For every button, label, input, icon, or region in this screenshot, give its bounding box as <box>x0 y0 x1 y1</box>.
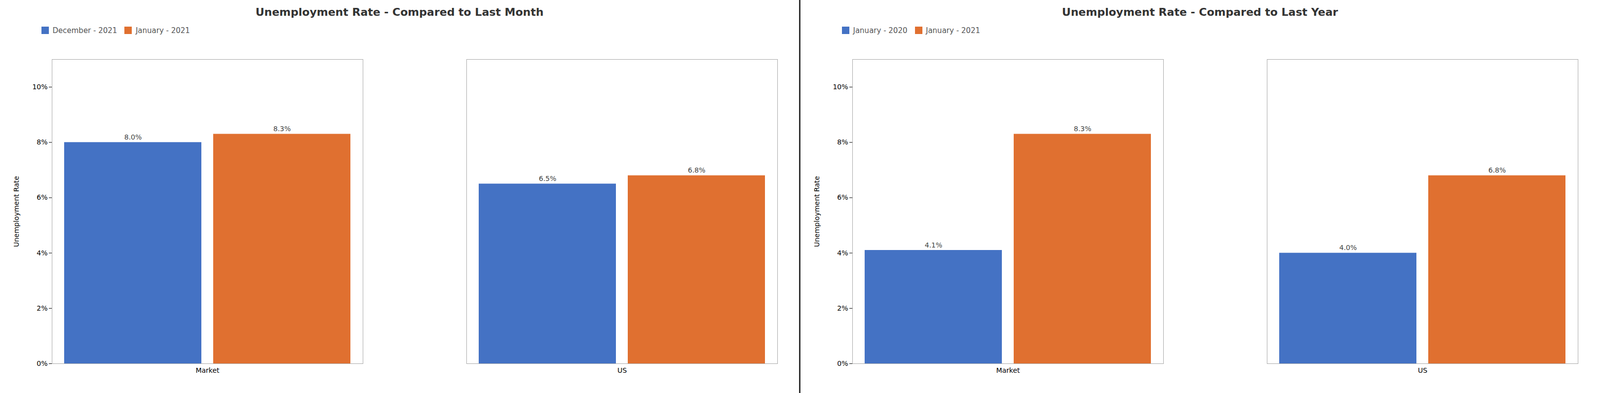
svg-text:6.5%: 6.5% <box>538 174 557 183</box>
html-text:January - 2020: January - 2020 <box>853 25 908 35</box>
svg-text:8.3%: 8.3% <box>1073 124 1092 133</box>
svg-text:0%: 0% <box>837 359 848 368</box>
svg-text:10%: 10% <box>32 82 48 91</box>
svg-text:0%: 0% <box>36 359 48 368</box>
svg-text:US: US <box>617 366 627 375</box>
svg-text:8.0%: 8.0% <box>124 132 143 141</box>
svg-text:US: US <box>1417 366 1428 375</box>
svg-text:Market: Market <box>995 366 1021 375</box>
svg-text:4%: 4% <box>837 248 848 257</box>
svg-text:4%: 4% <box>36 248 48 257</box>
svg-text:8%: 8% <box>36 138 48 147</box>
svg-text:6.8%: 6.8% <box>687 166 706 175</box>
svg-text:8%: 8% <box>837 138 848 147</box>
svg-text:6%: 6% <box>36 193 48 202</box>
svg-text:2%: 2% <box>837 304 848 312</box>
html-text:January - 2021: January - 2021 <box>925 25 981 35</box>
html-text:Unemployment Rate - Compared t: Unemployment Rate - Compared to Last Yea… <box>1061 5 1339 19</box>
svg-text:4.0%: 4.0% <box>1339 243 1358 252</box>
svg-text:6.8%: 6.8% <box>1488 166 1507 175</box>
svg-text:Unemployment Rate: Unemployment Rate <box>812 175 821 247</box>
html-text:December - 2021: December - 2021 <box>52 25 118 35</box>
html-text:January - 2021: January - 2021 <box>135 25 190 35</box>
svg-text:4.1%: 4.1% <box>924 240 943 249</box>
html-text:Unemployment Rate - Compared t: Unemployment Rate - Compared to Last Mon… <box>255 5 544 19</box>
svg-text:2%: 2% <box>36 304 48 312</box>
svg-text:10%: 10% <box>832 82 848 91</box>
svg-text:8.3%: 8.3% <box>273 124 292 133</box>
svg-text:Unemployment Rate: Unemployment Rate <box>12 175 21 247</box>
svg-text:6%: 6% <box>837 193 848 202</box>
svg-text:Market: Market <box>195 366 220 375</box>
